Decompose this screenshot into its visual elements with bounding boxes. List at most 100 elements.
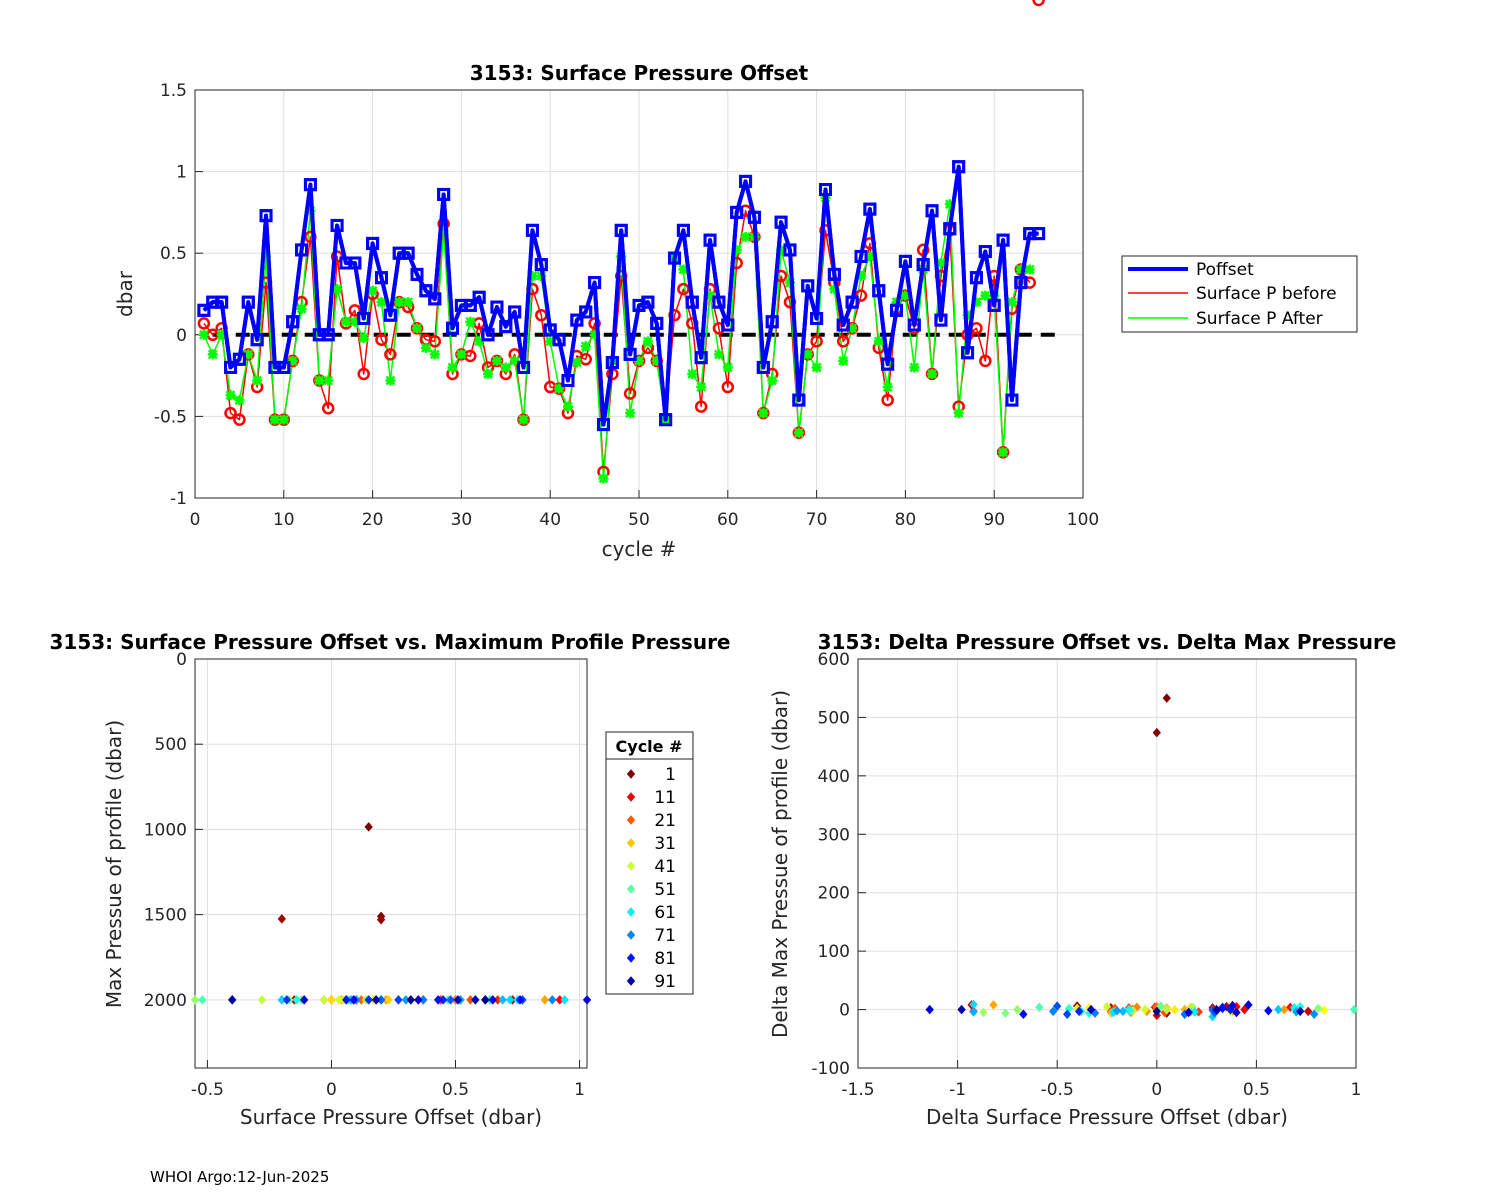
poffset-point: [712, 295, 726, 309]
chart3-point: [1313, 1003, 1323, 1014]
poffset-point: [792, 393, 806, 407]
surface-p-before-point: [233, 413, 246, 426]
chart1-xtick-label: 20: [362, 510, 384, 530]
chart3-xtick-label: 0.5: [1243, 1080, 1270, 1100]
cycle-legend-marker: [626, 815, 636, 825]
series-poffset-line-top: [202, 164, 1039, 427]
chart2-point: [414, 995, 423, 1005]
surface-p-after-point: [571, 357, 582, 368]
surface-p-after-point: [527, 271, 538, 282]
poffset-point: [659, 413, 673, 427]
surface-p-after-point: [793, 427, 804, 438]
surface-p-after-point: [323, 375, 334, 386]
surface-p-after-point: [847, 323, 858, 334]
poffset-point: [446, 321, 460, 335]
legend-after-label: Surface P After: [1196, 309, 1323, 329]
chart3-point: [969, 1007, 978, 1017]
surface-p-after-point: [207, 349, 218, 360]
poffset-point: [241, 295, 255, 309]
footer-text: WHOI Argo:12-Jun-2025: [150, 1168, 329, 1186]
chart3-ytick-label: 200: [818, 884, 850, 904]
surface-p-after-point: [412, 323, 422, 334]
chart2-point: [560, 995, 569, 1005]
poffset-point: [934, 313, 948, 327]
chart2-plot-area: [195, 659, 587, 1068]
surface-p-before-point: [1032, 0, 1045, 7]
surface-p-after-point: [261, 251, 272, 262]
chart1-legend: Poffset Surface P before Surface P After: [1121, 255, 1358, 333]
chart3-ytick-label: 100: [818, 942, 850, 962]
surface-p-after-point: [731, 244, 742, 255]
poffset-point: [215, 295, 229, 309]
surface-p-after-point: [252, 375, 263, 386]
chart2-point: [406, 995, 416, 1005]
poffset-point: [747, 210, 761, 224]
chart1-xlabel: cycle #: [602, 537, 677, 561]
poffset-point: [952, 160, 966, 174]
surface-p-after-point: [598, 473, 609, 484]
chart1-xtick-label: 40: [539, 510, 561, 530]
surface-p-after-point: [767, 375, 778, 386]
chart3-point: [1228, 1000, 1237, 1011]
surface-p-after-point: [429, 349, 440, 360]
chart3-point: [1349, 1004, 1359, 1015]
surface-p-after-point: [403, 297, 414, 308]
chart2-ytick-label: 1500: [144, 906, 187, 926]
cycle-legend-label: 1: [665, 765, 676, 785]
surface-p-after-point: [216, 329, 227, 340]
chart3-point: [1152, 727, 1161, 738]
chart3-point: [1162, 1004, 1171, 1015]
chart3-xlabel: Delta Surface Pressure Offset (dbar): [926, 1105, 1288, 1129]
surface-p-before-point: [623, 387, 637, 400]
chart3-point: [1162, 693, 1171, 703]
chart2-title: 3153: Surface Pressure Offset vs. Maximu…: [50, 630, 731, 654]
chart1-xtick-label: 30: [451, 510, 473, 530]
poffset-point: [259, 209, 273, 223]
surface-p-after-point: [509, 355, 520, 366]
chart2-point: [292, 995, 301, 1005]
surface-p-after-point: [483, 368, 494, 379]
chart1-ylabel: dbar: [113, 270, 137, 317]
chart3-point: [957, 1004, 966, 1015]
surface-p-after-point: [1024, 264, 1035, 275]
poffset-point: [570, 313, 584, 327]
chart2-xtick-label: 0.5: [442, 1080, 469, 1100]
cycle-legend-marker: [626, 792, 636, 802]
poffset-point: [499, 320, 513, 334]
poffset-point: [605, 356, 619, 370]
surface-p-after-point: [340, 316, 351, 327]
chart3-point: [1170, 1004, 1179, 1015]
legend-before-label: Surface P before: [1196, 284, 1337, 304]
surface-p-after-point: [1006, 297, 1017, 308]
surface-p-before-point: [854, 289, 868, 302]
cycle-legend-box: [605, 731, 694, 995]
surface-p-before-point: [836, 335, 850, 348]
surface-p-after-point: [909, 362, 920, 373]
cycle-legend-label: 91: [654, 972, 676, 992]
poffset-point: [854, 249, 868, 263]
poffset-point: [650, 316, 664, 330]
poffset-point: [224, 360, 238, 374]
surface-p-after-point: [474, 336, 485, 347]
chart2-ytick-label: 500: [155, 735, 187, 755]
chart3-ytick-label: 0: [839, 1001, 850, 1021]
chart2-point: [582, 995, 592, 1005]
chart3-point: [1264, 1005, 1273, 1016]
poffset-point: [490, 300, 504, 314]
surface-p-before-point: [224, 406, 237, 420]
chart2-point: [481, 995, 490, 1005]
chart2-xlabel: Surface Pressure Offset (dbar): [240, 1105, 542, 1129]
surface-p-after-point: [243, 349, 254, 360]
poffset-point: [348, 256, 362, 270]
poffset-point: [579, 305, 593, 319]
poffset-point: [961, 346, 975, 360]
surface-p-after-point: [234, 395, 245, 406]
poffset-point: [525, 223, 539, 237]
surface-p-before-point: [330, 250, 344, 263]
chart2-point: [548, 995, 557, 1005]
poffset-point: [250, 333, 264, 347]
chart2-point: [488, 995, 497, 1005]
surface-p-after-point: [678, 264, 689, 275]
cycle-legend-marker: [626, 884, 636, 894]
